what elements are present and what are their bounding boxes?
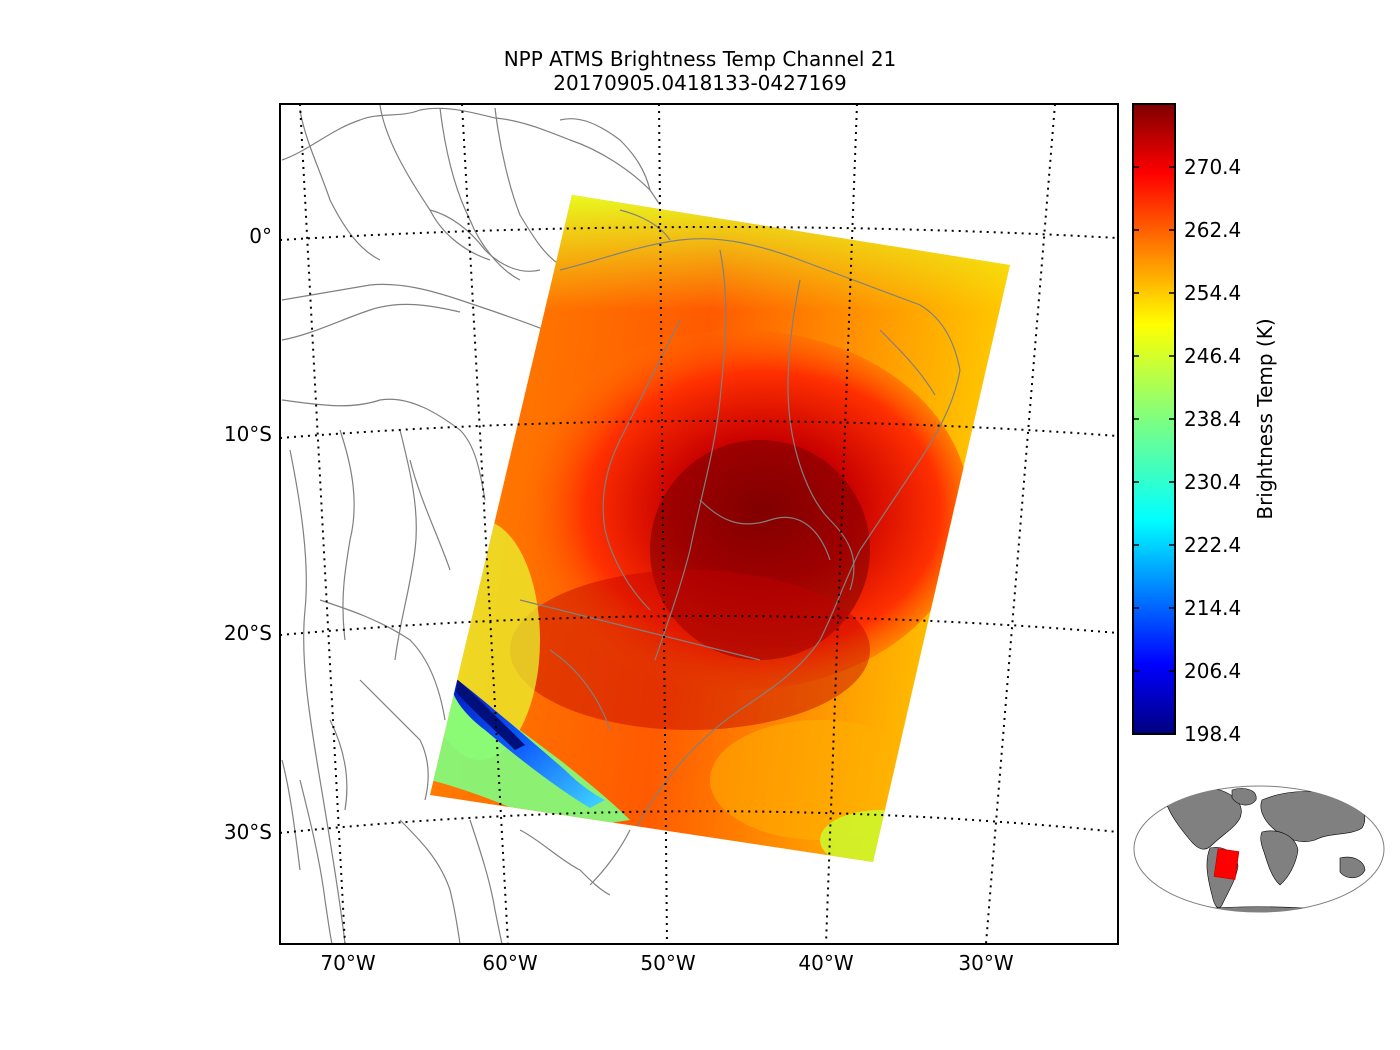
map-frame xyxy=(279,103,1119,945)
lon-label: 40°W xyxy=(798,951,853,975)
inset-antarctica xyxy=(1179,906,1346,912)
map-title-line-2: 20170905.0418133-0427169 xyxy=(553,71,847,95)
colorbar-tick-label: 262.4 xyxy=(1184,218,1241,242)
lon-label: 70°W xyxy=(320,951,375,975)
colorbar-tick-label: 238.4 xyxy=(1184,407,1241,431)
country-borders xyxy=(281,104,661,944)
colorbar-label: Brightness Temp (K) xyxy=(1253,318,1277,519)
lat-label: 20°S xyxy=(224,621,272,645)
colorbar-gradient xyxy=(1132,103,1176,735)
inset-greenland xyxy=(1231,788,1257,806)
colorbar-tick-label: 214.4 xyxy=(1184,596,1241,620)
colorbar-tick-label: 206.4 xyxy=(1184,659,1241,683)
lat-label: 30°S xyxy=(224,820,272,844)
inset-locator-map xyxy=(1133,785,1385,913)
map-area xyxy=(280,104,1118,944)
colorbar-tick-label: 230.4 xyxy=(1184,470,1241,494)
colorbar-tick-label: 222.4 xyxy=(1184,533,1241,557)
inset-africa xyxy=(1260,830,1299,886)
coastline-atlantic-north xyxy=(429,118,651,272)
colorbar-tick-label: 254.4 xyxy=(1184,281,1241,305)
inset-australia xyxy=(1339,856,1366,879)
lon-label: 50°W xyxy=(640,951,695,975)
lat-label: 0° xyxy=(249,224,272,248)
colorbar-tick-label: 270.4 xyxy=(1184,155,1241,179)
colorbar: 270.4 262.4 254.4 246.4 238.4 230.4 222.4 214.4… xyxy=(1132,103,1277,746)
inset-swath-marker xyxy=(1213,848,1240,880)
colorbar-ticks: 270.4 262.4 254.4 246.4 238.4 230.4 222.4 214.4… xyxy=(1133,155,1241,746)
lat-label: 10°S xyxy=(224,422,272,446)
map-title-line-1: NPP ATMS Brightness Temp Channel 21 xyxy=(503,47,897,71)
lon-label: 30°W xyxy=(958,951,1013,975)
lon-label: 60°W xyxy=(482,951,537,975)
coastline-brazil xyxy=(589,209,671,886)
brightness-temperature-swath xyxy=(430,195,1010,862)
colorbar-tick-label: 246.4 xyxy=(1184,344,1241,368)
colorbar-tick-label: 198.4 xyxy=(1184,722,1241,746)
graticule xyxy=(280,104,1118,944)
